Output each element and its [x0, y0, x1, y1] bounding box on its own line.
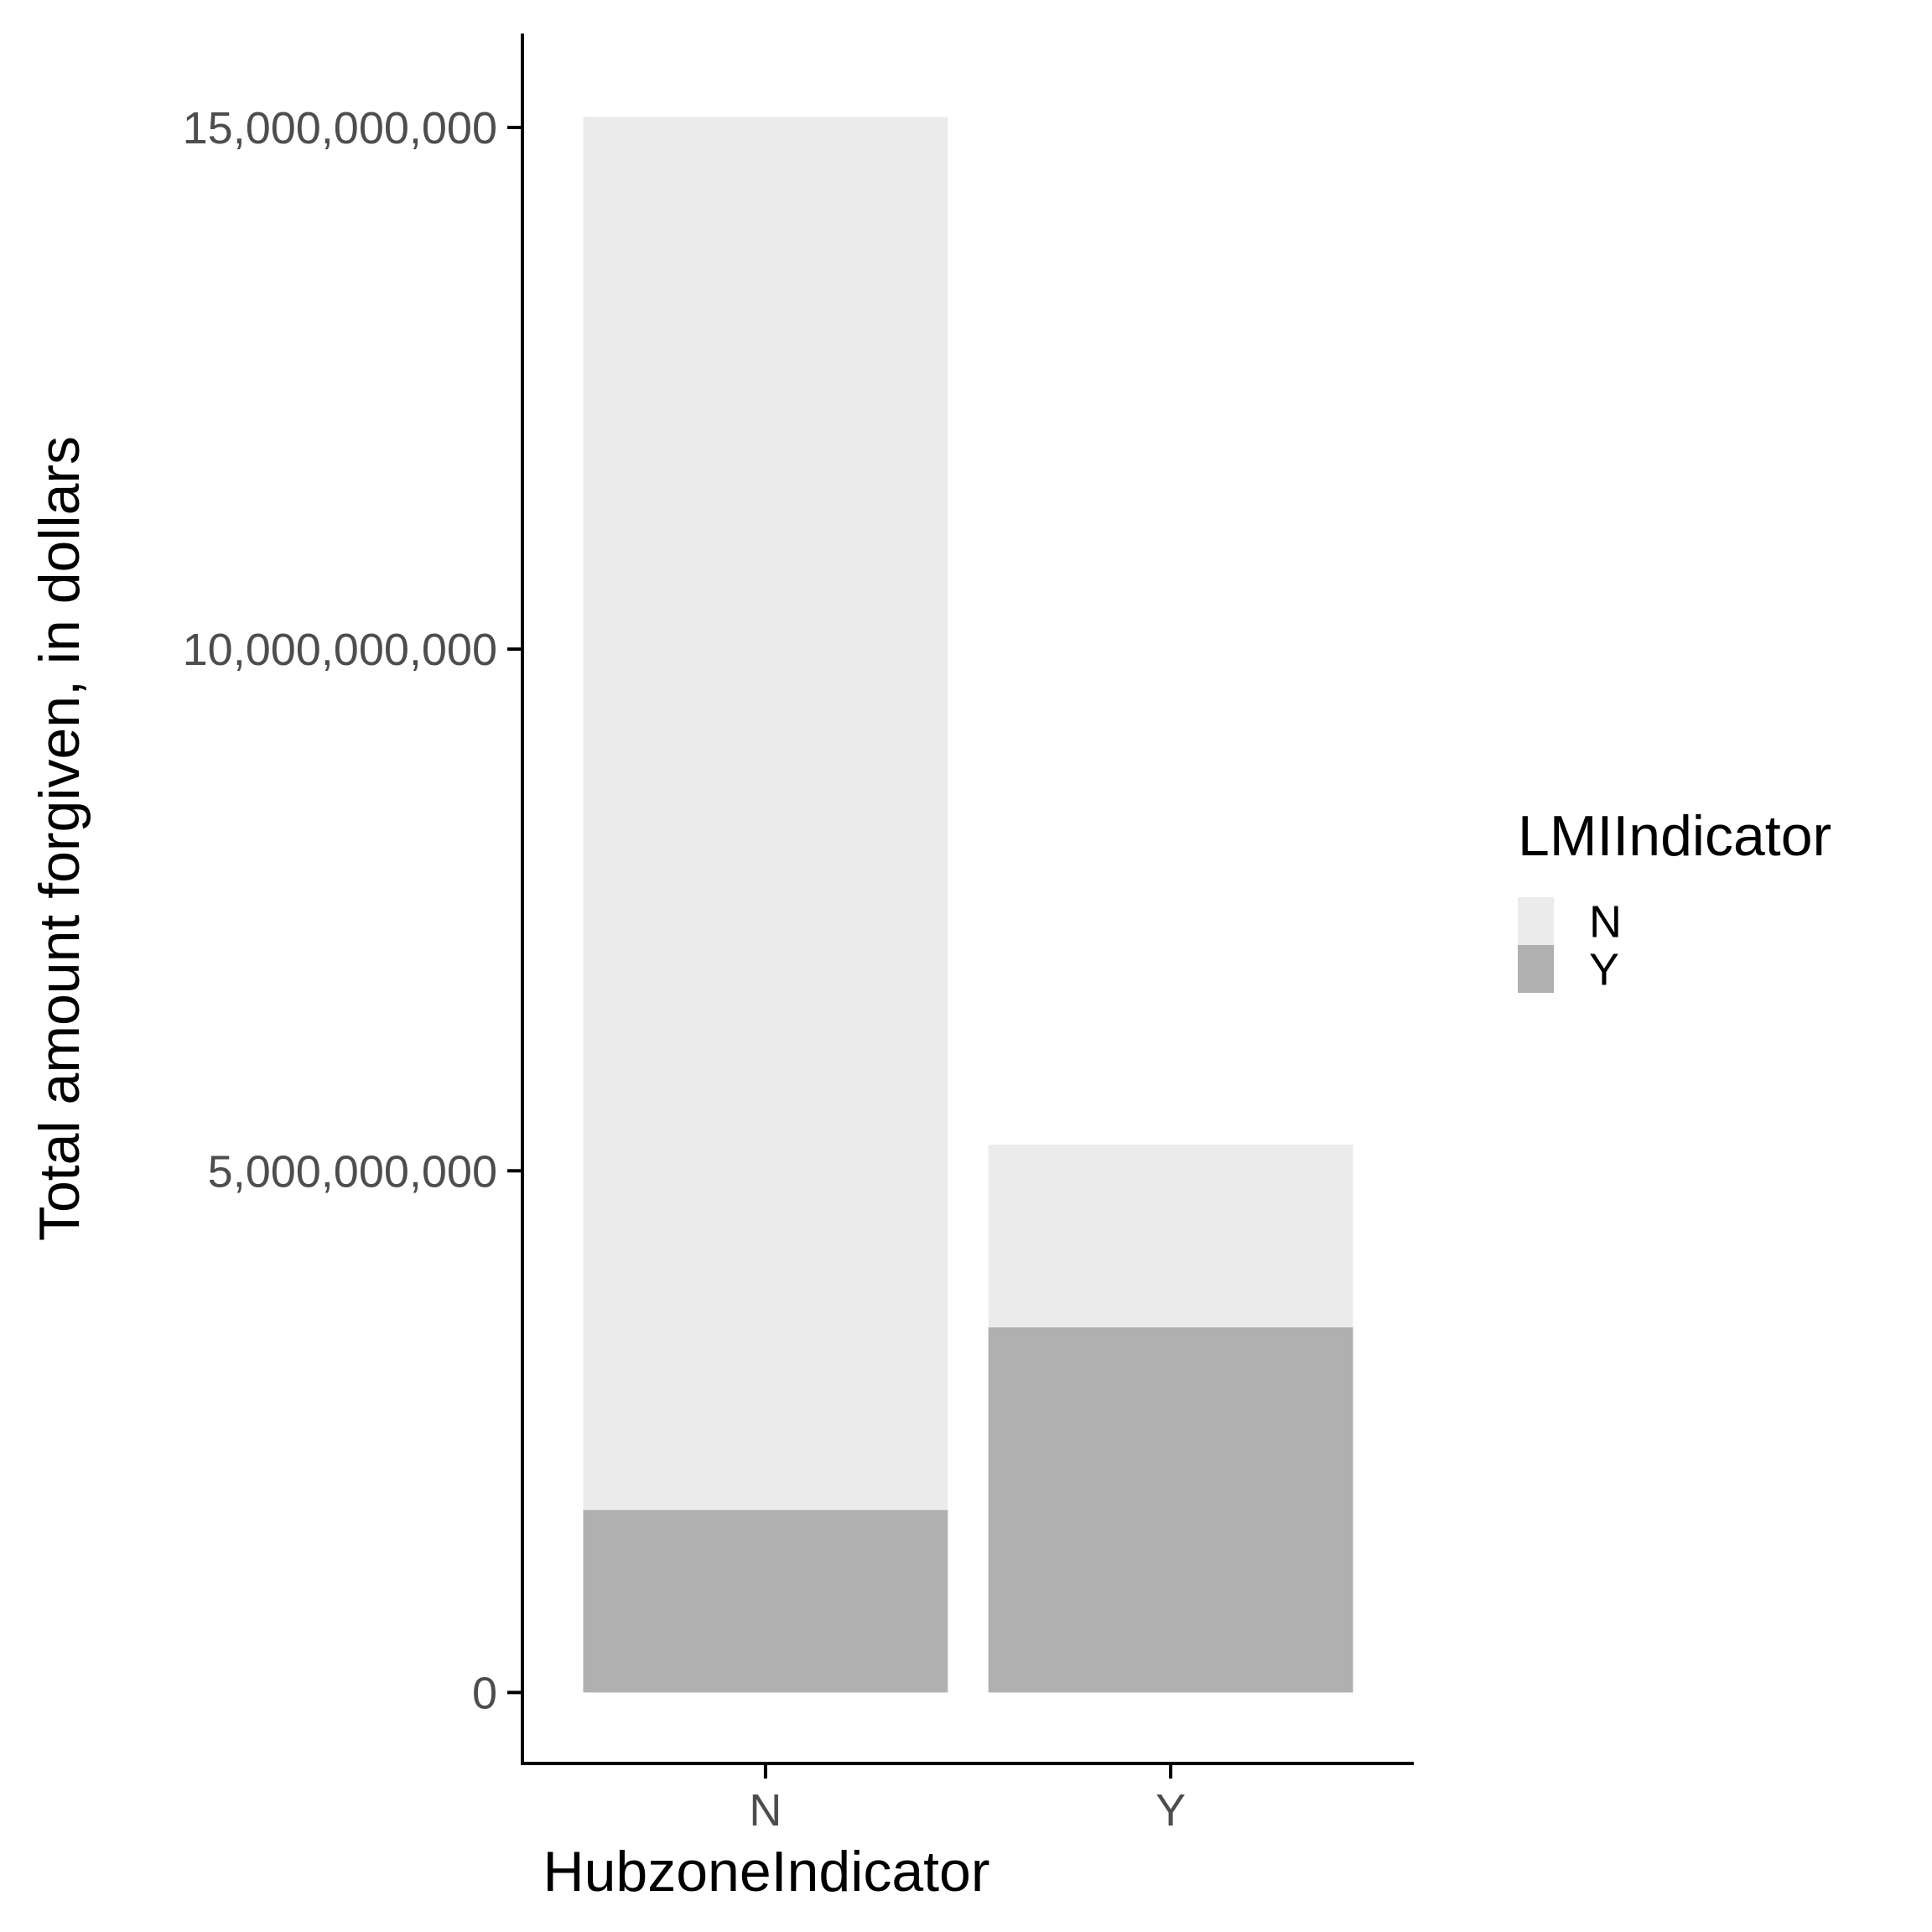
x-tick-label: Y — [1156, 1785, 1186, 1836]
bar-n-lmi-y — [583, 1509, 948, 1693]
legend-title: LMIIndicator — [1518, 804, 1831, 868]
bars-layer — [583, 117, 1353, 1693]
x-tick-label: N — [749, 1785, 782, 1836]
y-axis-title: Total amount forgiven, in dollars — [28, 436, 91, 1241]
legend-key-n — [1518, 897, 1554, 945]
y-tick-label: 5,000,000,000 — [208, 1146, 497, 1197]
bar-n-lmi-n — [583, 117, 948, 1510]
bar-y-lmi-y — [988, 1327, 1353, 1693]
y-tick-label: 0 — [472, 1668, 497, 1718]
legend-label-n: N — [1589, 897, 1622, 948]
x-axis-title: HubzoneIndicator — [543, 1840, 989, 1903]
legend-key-y — [1518, 945, 1554, 993]
y-tick-label: 15,000,000,000 — [183, 103, 497, 153]
axes-layer: 0 5,000,000,000 10,000,000,000 15,000,000,0… — [183, 34, 1414, 1836]
y-tick-label: 10,000,000,000 — [183, 625, 497, 675]
legend-label-y: Y — [1589, 945, 1619, 995]
bar-y-lmi-n — [988, 1145, 1353, 1327]
legend: NY — [1518, 897, 1622, 995]
